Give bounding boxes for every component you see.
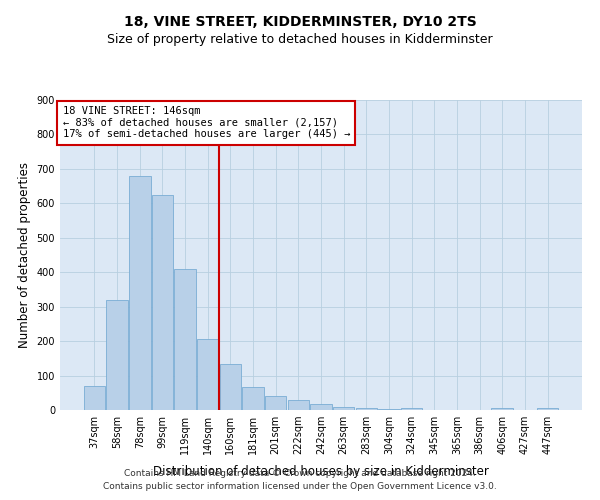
Bar: [356, 408, 377, 410]
Y-axis label: Number of detached properties: Number of detached properties: [18, 162, 31, 348]
Bar: [129, 176, 151, 410]
Bar: [310, 404, 332, 410]
Text: Contains public sector information licensed under the Open Government Licence v3: Contains public sector information licen…: [103, 482, 497, 491]
Bar: [537, 408, 558, 410]
Bar: [401, 408, 422, 410]
Text: 18 VINE STREET: 146sqm
← 83% of detached houses are smaller (2,157)
17% of semi-: 18 VINE STREET: 146sqm ← 83% of detached…: [62, 106, 350, 140]
Bar: [265, 396, 286, 410]
Bar: [491, 408, 513, 410]
Bar: [242, 387, 264, 410]
Bar: [106, 300, 128, 410]
Bar: [152, 196, 173, 410]
Bar: [333, 406, 355, 410]
Text: Size of property relative to detached houses in Kidderminster: Size of property relative to detached ho…: [107, 32, 493, 46]
Bar: [175, 269, 196, 410]
Bar: [84, 386, 105, 410]
Text: Contains HM Land Registry data © Crown copyright and database right 2024.: Contains HM Land Registry data © Crown c…: [124, 468, 476, 477]
Text: 18, VINE STREET, KIDDERMINSTER, DY10 2TS: 18, VINE STREET, KIDDERMINSTER, DY10 2TS: [124, 15, 476, 29]
X-axis label: Distribution of detached houses by size in Kidderminster: Distribution of detached houses by size …: [153, 466, 489, 478]
Bar: [287, 400, 309, 410]
Bar: [197, 338, 218, 410]
Bar: [220, 364, 241, 410]
